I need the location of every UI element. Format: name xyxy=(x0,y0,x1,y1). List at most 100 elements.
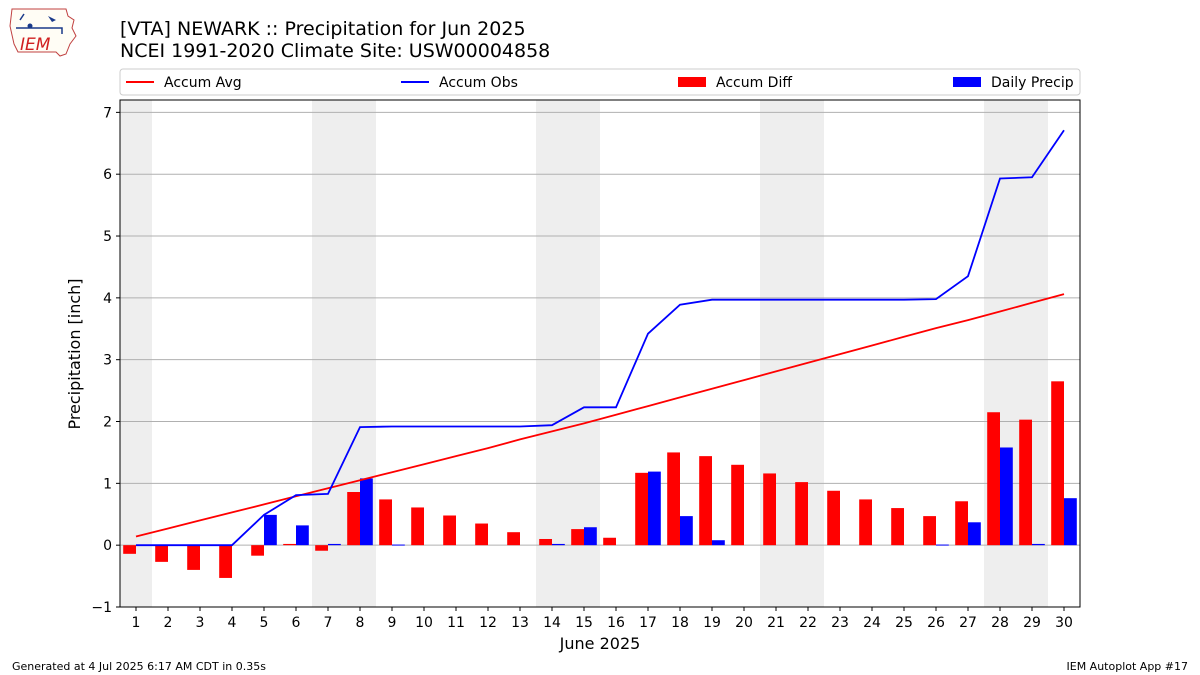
accum-diff-bar xyxy=(251,545,264,556)
daily-precip-bar xyxy=(1000,447,1013,546)
x-tick-label: 6 xyxy=(292,615,301,631)
bars-layer xyxy=(123,381,1077,578)
accum-diff-bar xyxy=(603,537,616,546)
daily-precip-bar xyxy=(264,514,277,546)
accum-diff-bar xyxy=(347,491,360,546)
y-tick-label: 5 xyxy=(103,229,112,245)
x-tick-label: 23 xyxy=(831,615,849,631)
accum-diff-bar xyxy=(859,499,872,546)
accum-diff-bar xyxy=(891,508,904,546)
chart-subtitle: NCEI 1991-2020 Climate Site: USW00004858 xyxy=(120,40,551,62)
y-tick-label: 2 xyxy=(103,415,112,431)
accum-diff-bar xyxy=(763,473,776,546)
x-tick-label: 9 xyxy=(388,615,397,631)
daily-precip-bar xyxy=(392,544,405,546)
accum-diff-bar xyxy=(827,490,840,546)
legend-accum-diff: Accum Diff xyxy=(678,75,792,91)
accum-diff-bar xyxy=(539,538,552,546)
legend-accum-avg: Accum Avg xyxy=(126,75,242,91)
x-axis: 1 2 3 4 5 6 7 8 9 10 11 12 13 14 15 16 17 18 19 20 21 22 23 24 2… xyxy=(132,607,1073,631)
weekend-band-14 xyxy=(536,100,568,607)
accum-diff-bar xyxy=(731,464,744,546)
accum-diff-bar xyxy=(475,523,488,546)
y-tick-label: 6 xyxy=(103,167,112,183)
x-tick-label: 28 xyxy=(991,615,1009,631)
x-tick-label: 1 xyxy=(132,615,141,631)
iem-logo-graphic: IEM xyxy=(9,8,77,57)
accum-diff-bar xyxy=(1019,419,1032,546)
legend-daily-precip: Daily Precip xyxy=(953,75,1074,91)
daily-precip-bar xyxy=(552,543,565,546)
accum-diff-bar xyxy=(411,507,424,546)
accum-diff-bar xyxy=(635,472,648,546)
weekend-band-7 xyxy=(312,100,344,607)
accum-diff-bar xyxy=(1051,381,1064,546)
weekend-band-15 xyxy=(568,100,600,607)
x-tick-label: 25 xyxy=(895,615,913,631)
legend-swatch xyxy=(953,77,981,87)
x-tick-label: 24 xyxy=(863,615,881,631)
accum-diff-bar xyxy=(283,543,296,546)
x-tick-label: 3 xyxy=(196,615,205,631)
grid-lines xyxy=(120,111,1080,546)
daily-precip-bar xyxy=(968,522,981,546)
legend-box xyxy=(119,68,1081,96)
x-tick-label: 10 xyxy=(415,615,433,631)
x-tick-label: 20 xyxy=(735,615,753,631)
daily-precip-bar xyxy=(584,527,597,546)
daily-precip-bar xyxy=(328,543,341,546)
x-tick-label: 4 xyxy=(228,615,237,631)
weekend-shading xyxy=(120,100,1048,607)
legend-label: Accum Diff xyxy=(716,75,792,91)
daily-precip-bar xyxy=(360,478,373,546)
chart-title: [VTA] NEWARK :: Precipitation for Jun 20… xyxy=(120,18,526,40)
accum-diff-bar xyxy=(795,482,808,546)
accum-diff-bar xyxy=(955,501,968,546)
weekend-band-1 xyxy=(120,100,152,607)
x-tick-label: 2 xyxy=(164,615,173,631)
legend: Accum Avg Accum Obs Accum Diff Daily Precip xyxy=(119,68,1081,96)
daily-precip-bar xyxy=(648,471,661,546)
x-tick-label: 18 xyxy=(671,615,689,631)
daily-precip-bar xyxy=(936,544,949,546)
daily-precip-bar xyxy=(296,525,309,546)
accum-obs-line xyxy=(136,129,1065,547)
x-tick-label: 11 xyxy=(447,615,465,631)
x-tick-label: 14 xyxy=(543,615,561,631)
y-tick-label: 4 xyxy=(103,291,112,307)
accum-diff-bar xyxy=(123,545,136,554)
accum-diff-bar xyxy=(443,515,456,546)
accum-diff-bar xyxy=(667,452,680,546)
iem-logo: IEM xyxy=(6,6,82,60)
y-tick-label: 7 xyxy=(103,105,112,121)
x-tick-label: 8 xyxy=(356,615,365,631)
logo-text: IEM xyxy=(20,35,51,55)
accum-diff-bar xyxy=(315,545,328,551)
x-tick-label: 22 xyxy=(799,615,817,631)
accum-diff-bar xyxy=(219,545,232,578)
y-tick-label: 0 xyxy=(103,538,112,554)
x-tick-label: 12 xyxy=(479,615,497,631)
app-credit: IEM Autoplot App #17 xyxy=(1066,660,1189,673)
legend-label: Daily Precip xyxy=(991,75,1074,91)
accum-diff-bar xyxy=(379,499,392,546)
daily-precip-bar xyxy=(680,516,693,546)
daily-precip-bar xyxy=(1032,543,1045,546)
x-tick-label: 17 xyxy=(639,615,657,631)
x-axis-label: June 2025 xyxy=(559,634,641,653)
x-tick-label: 21 xyxy=(767,615,785,631)
y-tick-label: 1 xyxy=(103,476,112,492)
accum-diff-bar xyxy=(571,529,584,546)
plot-frame xyxy=(119,99,1081,608)
accum-diff-bar xyxy=(987,412,1000,546)
legend-label: Accum Avg xyxy=(164,75,242,91)
legend-accum-obs: Accum Obs xyxy=(401,75,518,91)
x-tick-label: 15 xyxy=(575,615,593,631)
y-tick-label: −1 xyxy=(91,600,112,616)
daily-precip-bar xyxy=(712,540,725,546)
x-tick-label: 29 xyxy=(1023,615,1041,631)
y-axis: −1 0 1 2 3 4 5 6 7 xyxy=(91,105,120,616)
lines-layer xyxy=(135,129,1065,547)
generated-timestamp: Generated at 4 Jul 2025 6:17 AM CDT in 0… xyxy=(12,660,266,673)
